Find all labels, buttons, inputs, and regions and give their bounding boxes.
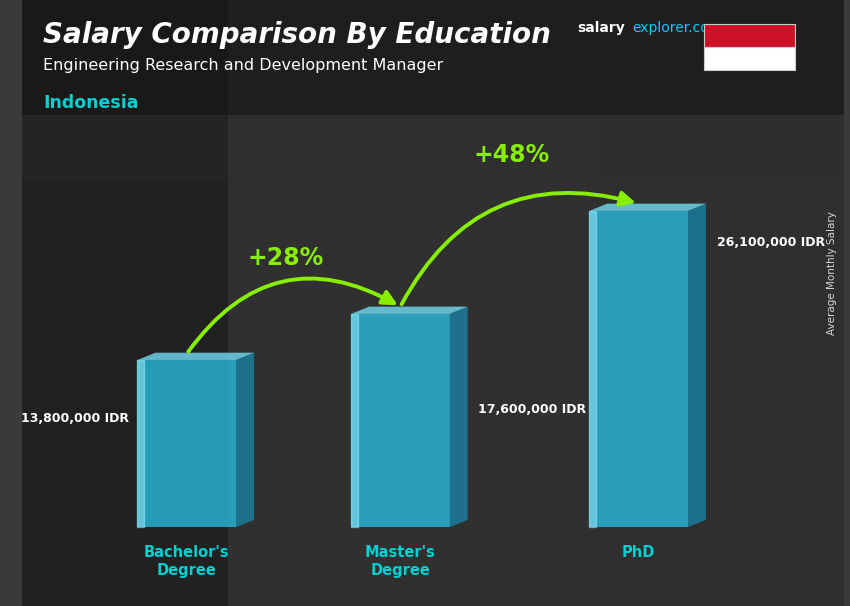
Bar — [705, 47, 795, 70]
Polygon shape — [236, 353, 254, 527]
Bar — [228, 0, 598, 606]
Text: PhD: PhD — [622, 545, 655, 561]
Bar — [705, 24, 795, 47]
Bar — [22, 0, 844, 115]
Polygon shape — [688, 204, 706, 527]
Polygon shape — [589, 204, 706, 211]
Text: Indonesia: Indonesia — [42, 94, 139, 112]
Text: Average Monthly Salary: Average Monthly Salary — [827, 211, 836, 335]
Polygon shape — [351, 314, 450, 527]
Polygon shape — [450, 307, 468, 527]
Polygon shape — [138, 353, 254, 360]
Text: 26,100,000 IDR: 26,100,000 IDR — [717, 236, 824, 249]
Text: 13,800,000 IDR: 13,800,000 IDR — [21, 412, 129, 425]
Polygon shape — [351, 307, 468, 314]
Text: Bachelor's
Degree: Bachelor's Degree — [144, 545, 230, 578]
Text: explorer.com: explorer.com — [632, 21, 722, 35]
Bar — [22, 0, 844, 182]
Text: +28%: +28% — [247, 246, 323, 270]
Bar — [22, 0, 228, 606]
Text: Master's
Degree: Master's Degree — [365, 545, 436, 578]
Text: Salary Comparison By Education: Salary Comparison By Education — [42, 21, 551, 49]
Text: +48%: +48% — [473, 143, 549, 167]
Polygon shape — [138, 360, 236, 527]
Bar — [598, 0, 844, 606]
Text: Engineering Research and Development Manager: Engineering Research and Development Man… — [42, 58, 443, 73]
Text: salary: salary — [577, 21, 625, 35]
Polygon shape — [589, 211, 688, 527]
Text: 17,600,000 IDR: 17,600,000 IDR — [479, 404, 586, 416]
